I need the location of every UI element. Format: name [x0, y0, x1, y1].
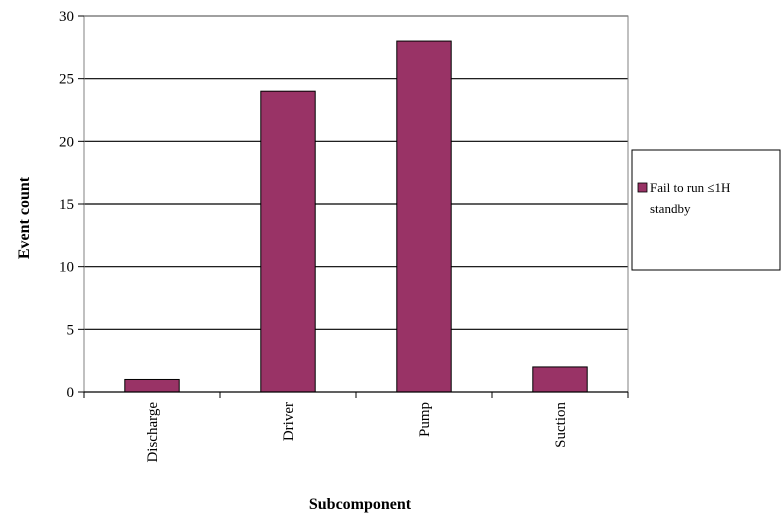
legend: Fail to run ≤1H standby: [631, 149, 781, 271]
gridlines: [84, 15, 628, 330]
legend-label-line2: standby: [650, 201, 691, 216]
bar-suction: [532, 366, 588, 393]
legend-box: [631, 149, 781, 271]
y-axis-ticks: 0 5 10 15 20 25 30: [59, 9, 628, 401]
y-tick-label: 15: [59, 197, 74, 213]
y-tick-label: 5: [67, 322, 75, 338]
y-tick-label: 30: [59, 9, 74, 25]
bar-pump: [396, 40, 452, 393]
bar-driver: [260, 90, 316, 393]
x-tick-label: Suction: [553, 402, 569, 448]
y-axis-title: Event count: [16, 176, 33, 259]
y-tick-label: 25: [59, 72, 74, 88]
x-axis-title: Subcomponent: [309, 496, 412, 513]
bars: [124, 40, 588, 393]
y-tick-label: 20: [59, 134, 74, 150]
legend-swatch: [637, 182, 648, 193]
x-axis-ticks: Discharge Driver Pump Suction: [83, 392, 629, 463]
x-tick-label: Driver: [281, 402, 297, 441]
y-tick-label: 10: [59, 260, 74, 276]
x-tick-label: Pump: [417, 402, 433, 437]
legend-label-line1: Fail to run ≤1H: [650, 180, 730, 195]
x-tick-label: Discharge: [145, 402, 161, 463]
y-tick-label: 0: [67, 385, 75, 401]
bar-discharge: [124, 378, 180, 393]
